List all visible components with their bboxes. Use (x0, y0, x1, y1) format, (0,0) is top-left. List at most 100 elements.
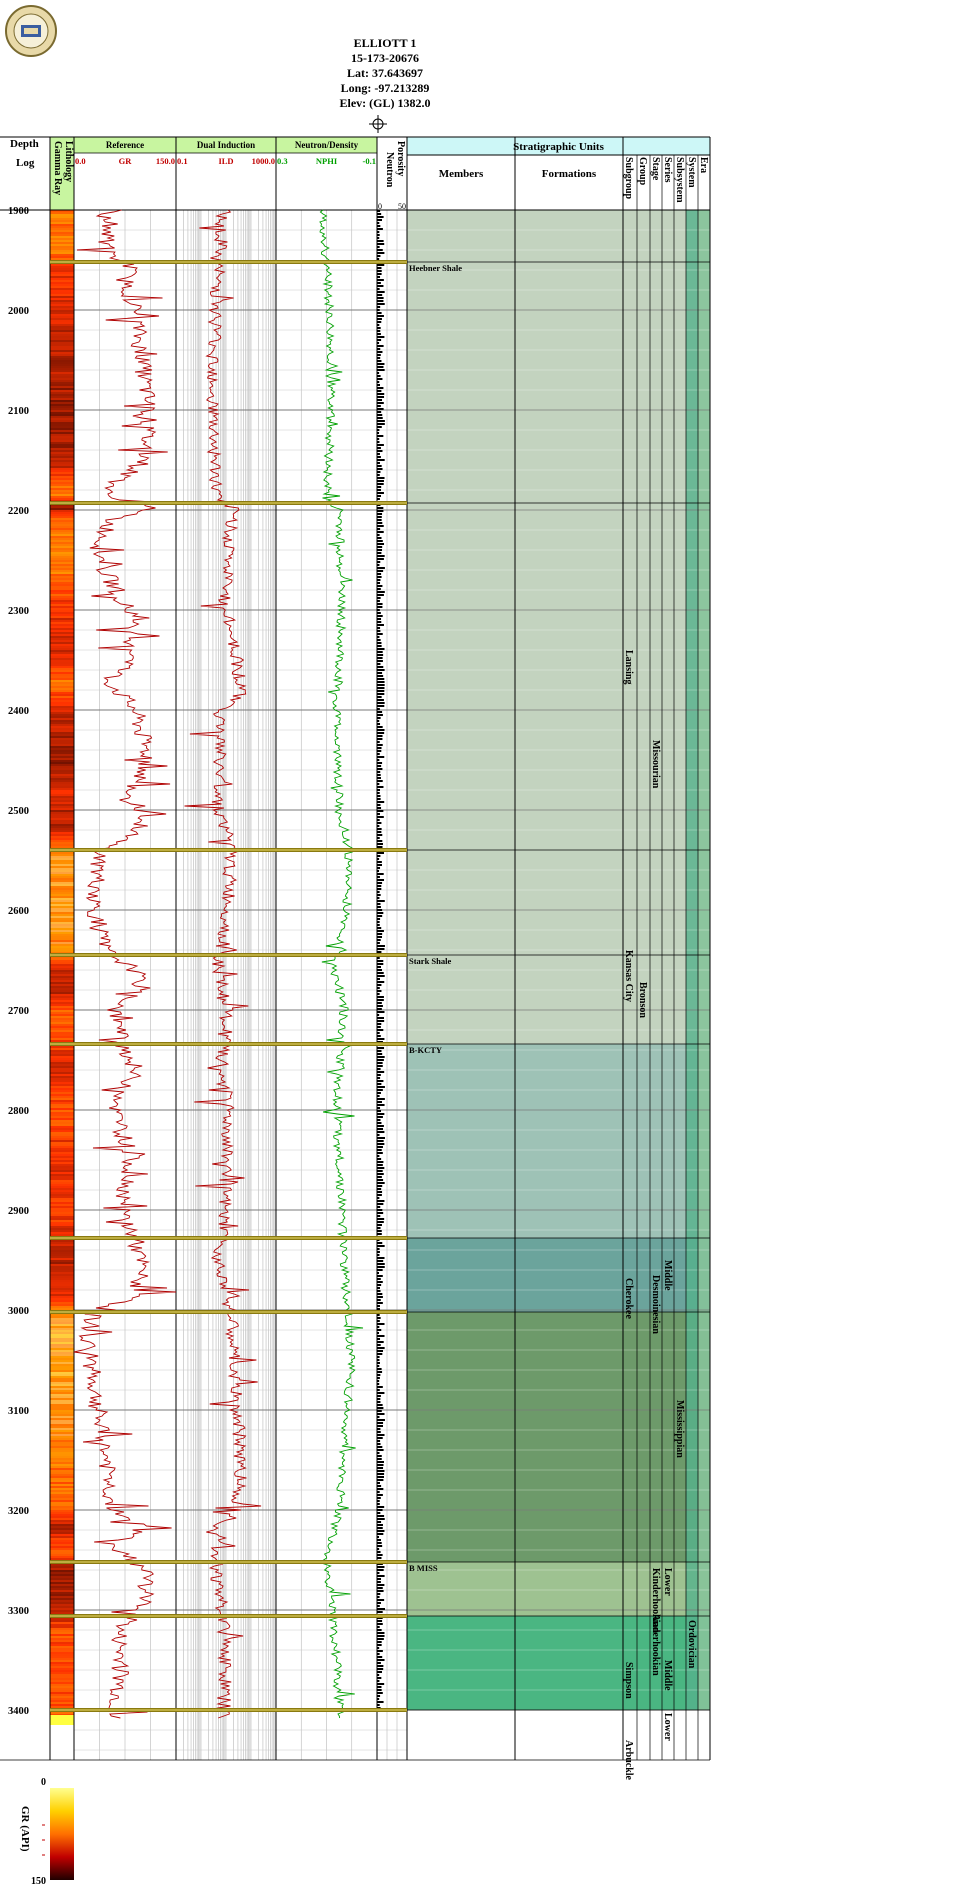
gr-color-band (50, 1066, 74, 1069)
gr-color-band (50, 1246, 74, 1249)
gr-color-band (50, 592, 74, 595)
porosity-bar (377, 894, 381, 896)
gr-color-band (50, 1700, 74, 1703)
gr-color-band (50, 1712, 74, 1715)
gr-color-band (50, 1098, 74, 1101)
porosity-bar (377, 687, 385, 689)
porosity-bar (377, 1089, 383, 1091)
gr-color-band (50, 286, 74, 289)
gr-color-band (50, 1214, 74, 1217)
gr-color-band (50, 246, 74, 249)
gr-color-band (50, 1598, 74, 1601)
porosity-bar (377, 759, 380, 761)
gr-color-band (50, 790, 74, 793)
gr-color-band (50, 892, 74, 895)
porosity-bar (377, 1071, 385, 1073)
gr-color-band (50, 1452, 74, 1455)
gr-color-band (50, 958, 74, 961)
porosity-bar (377, 417, 383, 419)
gr-color-band (50, 1126, 74, 1129)
gr-color-band (50, 1608, 74, 1611)
strat-unit-label: Simpson (623, 1662, 634, 1699)
porosity-bar (377, 1278, 381, 1280)
porosity-bar (377, 570, 384, 572)
porosity-bar (377, 1002, 382, 1004)
gr-color-band (50, 1674, 74, 1677)
gr-color-band (50, 432, 74, 435)
porosity-bar (377, 1068, 381, 1070)
gr-color-band (50, 1164, 74, 1167)
gr-color-band (50, 986, 74, 989)
gr-color-band (50, 1314, 74, 1317)
gr-color-band (50, 1076, 74, 1079)
porosity-bar (377, 618, 382, 620)
gr-color-band (50, 1086, 74, 1089)
porosity-bar (377, 840, 383, 842)
porosity-bar (377, 360, 382, 362)
gr-color-band (50, 596, 74, 599)
porosity-bar (377, 471, 381, 473)
gr-color-band (50, 832, 74, 835)
porosity-bar (377, 1074, 381, 1076)
strat-unit-label: Kinderhookian (650, 1568, 661, 1633)
gr-color-band (50, 772, 74, 775)
legend-min: 0 (41, 1777, 46, 1788)
gr-color-band (50, 1668, 74, 1671)
porosity-bar (377, 645, 382, 647)
gr-color-band (50, 888, 74, 891)
porosity-bar (377, 1095, 380, 1097)
porosity-bar (377, 1425, 383, 1427)
gr-color-band (50, 466, 74, 469)
porosity-bar (377, 1272, 380, 1274)
gr-color-band (50, 968, 74, 971)
porosity-bar (377, 1566, 385, 1568)
gr-color-band (50, 1440, 74, 1443)
gr-color-band (50, 402, 74, 405)
gr-color-band (50, 1182, 74, 1185)
formation-top-label: B MISS (409, 1563, 438, 1573)
depth-tick-label: 2900 (8, 1206, 29, 1217)
porosity-bar (377, 1512, 381, 1514)
porosity-bar (377, 636, 380, 638)
gr-color-band (50, 1292, 74, 1295)
porosity-bar (377, 1689, 382, 1691)
gr-color-band (50, 828, 74, 831)
porosity-bar (377, 1056, 385, 1058)
porosity-bar (377, 432, 380, 434)
strat-band-3 (407, 1312, 710, 1562)
gr-color-band (50, 324, 74, 327)
porosity-bar (377, 663, 381, 665)
porosity-bar (377, 273, 382, 275)
gr-color-band (50, 322, 74, 325)
porosity-bar (377, 1590, 384, 1592)
ild-curve (184, 209, 262, 1719)
gr-color-band (50, 740, 74, 743)
porosity-bar (377, 1026, 381, 1028)
porosity-bar (377, 897, 380, 899)
depth-tick-label: 2700 (8, 1006, 29, 1017)
porosity-bar (377, 666, 384, 668)
well-api: 15-173-20676 (351, 51, 419, 65)
gr-color-band (50, 1204, 74, 1207)
porosity-bar (377, 930, 384, 932)
porosity-bar (377, 369, 385, 371)
porosity-bar (377, 408, 384, 410)
porosity-bar (377, 1092, 381, 1094)
porosity-bar (377, 627, 381, 629)
gr-color-band (50, 1050, 74, 1053)
gr-color-band (50, 214, 74, 217)
gr-color-band (50, 468, 74, 471)
gr-color-band (50, 1416, 74, 1419)
porosity-bar (377, 1146, 383, 1148)
gr-color-band (50, 834, 74, 837)
porosity-bar (377, 1509, 383, 1511)
gr-color-band (50, 456, 74, 459)
gr-color-band (50, 1038, 74, 1041)
gr-color-band (50, 1132, 74, 1135)
gr-color-band (50, 330, 74, 333)
gr-color-band (50, 332, 74, 335)
depth-tick-label: 3200 (8, 1506, 29, 1517)
gr-color-band (50, 964, 74, 967)
gr-color-band (50, 1060, 74, 1063)
gr-color-band (50, 1168, 74, 1171)
